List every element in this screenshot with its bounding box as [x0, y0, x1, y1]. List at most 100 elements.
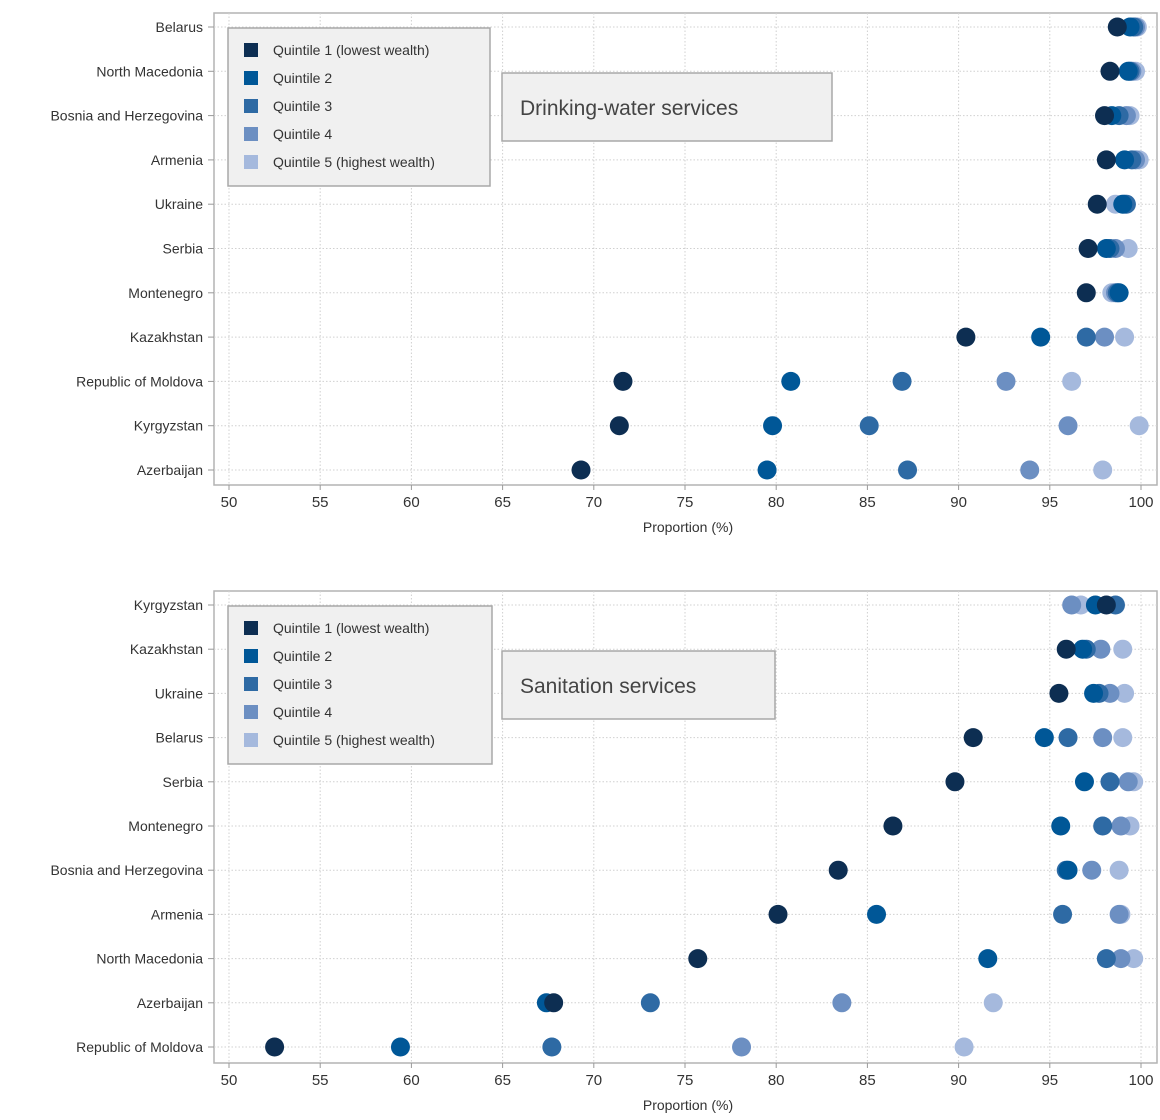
- data-point: [1095, 327, 1115, 347]
- category-label: North Macedonia: [96, 951, 203, 967]
- x-tick-label: 90: [950, 1072, 967, 1089]
- x-tick-label: 60: [403, 494, 420, 511]
- data-point: [1113, 728, 1133, 748]
- x-tick-label: 80: [768, 494, 785, 511]
- x-tick-label: 50: [221, 1072, 238, 1089]
- data-point: [1058, 416, 1078, 436]
- data-point: [1113, 194, 1133, 214]
- data-point: [1093, 728, 1113, 748]
- legend-swatch: [244, 677, 258, 691]
- legend-box: [227, 27, 491, 187]
- data-point: [544, 993, 564, 1013]
- data-point: [1100, 61, 1120, 81]
- x-tick-label: 70: [585, 494, 602, 511]
- data-point: [883, 816, 903, 836]
- data-point: [963, 728, 983, 748]
- legend-label: Quintile 5 (highest wealth): [273, 154, 435, 170]
- data-point: [983, 993, 1003, 1013]
- legend-swatch: [244, 649, 258, 663]
- data-point: [867, 904, 887, 924]
- legend-swatch: [244, 127, 258, 141]
- data-point: [1093, 460, 1113, 480]
- data-point: [1111, 816, 1131, 836]
- data-point: [1056, 639, 1076, 659]
- category-label: North Macedonia: [96, 63, 203, 79]
- category-label: Kyrgyzstan: [134, 597, 203, 613]
- data-point: [763, 416, 783, 436]
- data-point: [265, 1037, 285, 1057]
- data-point: [781, 371, 801, 391]
- data-point: [832, 993, 852, 1013]
- legend-swatch: [244, 705, 258, 719]
- chart-annotation: Drinking-water services: [520, 97, 738, 120]
- data-point: [898, 460, 918, 480]
- legend: Quintile 1 (lowest wealth) Quintile 2 Quin…: [227, 27, 491, 187]
- x-tick-label: 90: [950, 494, 967, 511]
- legend-label: Quintile 2: [273, 70, 332, 86]
- legend-label: Quintile 4: [273, 704, 332, 720]
- category-label: Azerbaijan: [137, 995, 203, 1011]
- legend-swatch: [244, 99, 258, 113]
- legend: Quintile 1 (lowest wealth) Quintile 2 Quin…: [227, 605, 493, 765]
- data-point: [1118, 772, 1138, 792]
- data-point: [1109, 904, 1129, 924]
- legend-swatch: [244, 43, 258, 57]
- data-point: [688, 949, 708, 969]
- series-quintile-3: [542, 595, 1125, 1057]
- category-label: Belarus: [156, 730, 203, 746]
- x-tick-label: 100: [1128, 1072, 1153, 1089]
- data-point: [1058, 860, 1078, 880]
- category-label: Armenia: [151, 152, 203, 168]
- data-point: [757, 460, 777, 480]
- category-label: Serbia: [163, 774, 204, 790]
- x-tick-label: 55: [312, 1072, 329, 1089]
- data-point: [1115, 327, 1135, 347]
- data-point: [1118, 61, 1138, 81]
- data-point: [1076, 283, 1096, 303]
- data-point: [1020, 460, 1040, 480]
- category-label: Republic of Moldova: [76, 1039, 203, 1055]
- annotation-box: [501, 72, 833, 142]
- x-axis-title: Proportion (%): [643, 519, 733, 535]
- data-point: [1031, 327, 1051, 347]
- data-point: [542, 1037, 562, 1057]
- annotation-box: [501, 650, 776, 720]
- legend-swatch: [244, 733, 258, 747]
- data-point: [1115, 683, 1135, 703]
- category-label: Republic of Moldova: [76, 373, 203, 389]
- data-point: [1051, 816, 1071, 836]
- data-point: [1111, 949, 1131, 969]
- category-label: Serbia: [163, 241, 204, 257]
- chart-panel-1: Belarus North Macedonia Bosnia and Herzego…: [50, 12, 1158, 535]
- data-point: [390, 1037, 410, 1057]
- category-label: Montenegro: [128, 285, 203, 301]
- data-point: [1093, 816, 1113, 836]
- data-point: [640, 993, 660, 1013]
- x-tick-label: 100: [1128, 494, 1153, 511]
- category-label: Belarus: [156, 19, 203, 35]
- category-label: Ukraine: [155, 685, 203, 701]
- series-quintile-1: [571, 17, 1127, 480]
- x-tick-label: 70: [585, 1072, 602, 1089]
- data-point: [1049, 683, 1069, 703]
- category-label: Ukraine: [155, 196, 203, 212]
- data-point: [1078, 239, 1098, 258]
- x-tick-label: 85: [859, 494, 876, 511]
- data-point: [1129, 416, 1149, 436]
- x-tick-label: 75: [677, 1072, 694, 1089]
- x-tick-label: 50: [221, 494, 238, 511]
- data-point: [1100, 772, 1120, 792]
- data-point: [1074, 772, 1094, 792]
- data-point: [1115, 150, 1135, 170]
- data-point: [1034, 728, 1054, 748]
- legend-label: Quintile 3: [273, 676, 332, 692]
- legend-box: [227, 605, 493, 765]
- series-quintile-1: [265, 595, 1116, 1057]
- category-label: Armenia: [151, 906, 203, 922]
- data-point: [1082, 860, 1102, 880]
- category-label: Montenegro: [128, 818, 203, 834]
- data-point: [609, 416, 629, 436]
- data-point: [1084, 683, 1104, 703]
- data-point: [1095, 106, 1115, 126]
